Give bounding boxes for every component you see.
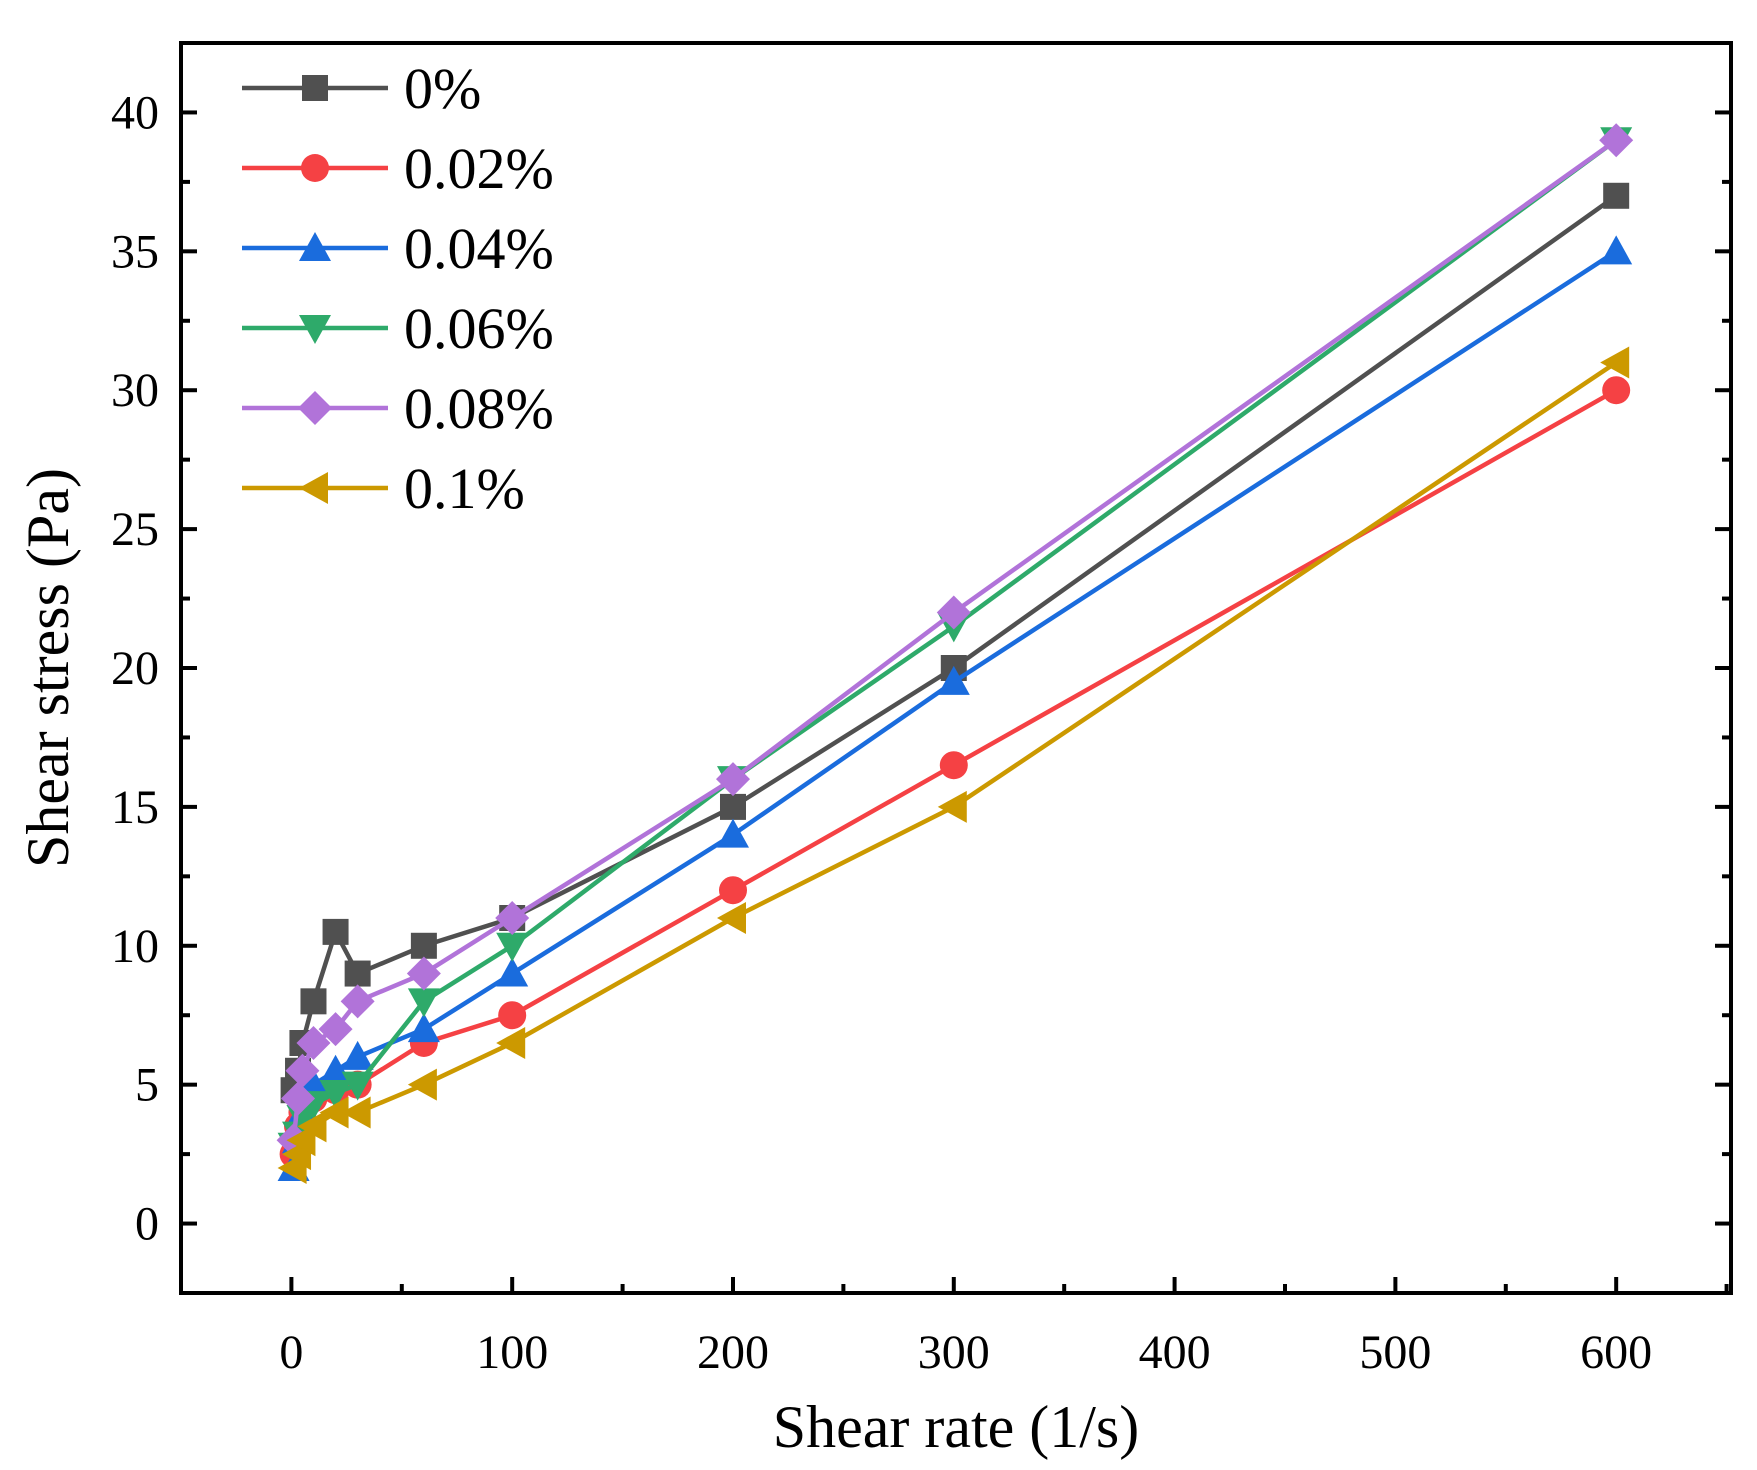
series-0.08%: [276, 123, 1634, 1158]
y-tick-label: 10: [111, 920, 159, 973]
data-point: [407, 1068, 437, 1101]
legend-label: 0.02%: [404, 136, 554, 201]
data-point: [1599, 123, 1634, 158]
y-tick-label: 25: [111, 503, 159, 556]
legend-label: 0.06%: [404, 296, 554, 361]
data-point: [407, 988, 440, 1018]
data-point: [322, 918, 349, 945]
data-point: [318, 1012, 353, 1047]
data-point: [496, 1027, 526, 1059]
data-point: [300, 988, 327, 1015]
data-point: [716, 902, 746, 934]
legend-item: 0.04%: [242, 216, 554, 281]
data-point: [319, 1096, 349, 1129]
legend-label: 0.1%: [404, 456, 525, 521]
data-point: [410, 932, 437, 959]
data-point: [716, 818, 749, 848]
legend-marker: [298, 391, 332, 425]
data-point: [296, 1026, 331, 1060]
legend-item: 0.1%: [242, 456, 525, 521]
x-tick-label: 300: [918, 1326, 990, 1379]
y-tick-label: 35: [111, 225, 159, 278]
y-axis-label: Shear stress (Pa): [15, 468, 81, 868]
legend-marker: [299, 315, 331, 344]
legend-item: 0.08%: [242, 376, 554, 441]
x-tick-label: 0: [279, 1326, 303, 1379]
axes: 0 100 200 300 400 500 600 0 5 10 15 20 25 30 35 40: [111, 86, 1731, 1379]
data-point: [936, 595, 971, 630]
x-tick-label: 200: [697, 1326, 769, 1379]
x-tick-label: 500: [1359, 1326, 1431, 1379]
data-point: [341, 1096, 371, 1129]
data-point: [498, 1001, 527, 1030]
legend-marker: [302, 75, 328, 101]
data-point: [937, 665, 970, 695]
legend-item: 0.02%: [242, 136, 554, 201]
data-point: [1603, 182, 1630, 209]
x-tick-label: 400: [1139, 1326, 1211, 1379]
series-0.06%: [277, 127, 1633, 1162]
data-point: [719, 793, 746, 820]
data-point: [319, 1080, 352, 1109]
legend: 0% 0.02% 0.04% 0.06% 0.08% 0.1%: [242, 56, 554, 521]
y-tick-label: 30: [111, 364, 159, 417]
legend-marker: [299, 232, 331, 261]
x-tick-label: 600: [1580, 1326, 1652, 1379]
legend-marker: [301, 154, 329, 182]
data-point: [341, 1040, 374, 1070]
data-point: [937, 790, 967, 823]
legend-label: 0%: [404, 56, 481, 121]
data-point: [939, 751, 968, 780]
data-point: [495, 901, 530, 935]
data-point: [1600, 235, 1633, 265]
data-point: [319, 1054, 352, 1084]
legend-item: 0.06%: [242, 296, 554, 361]
legend-label: 0.04%: [404, 216, 554, 281]
data-point: [1600, 346, 1630, 379]
data-point: [406, 956, 441, 991]
data-point: [281, 1081, 316, 1116]
y-tick-label: 15: [111, 781, 159, 834]
x-tick-label: 100: [476, 1326, 548, 1379]
data-point: [341, 1071, 374, 1101]
y-tick-label: 0: [135, 1198, 159, 1251]
series-line: [291, 138, 1618, 1147]
y-tick-label: 5: [135, 1059, 159, 1112]
data-point: [407, 1013, 440, 1043]
data-point: [715, 762, 750, 797]
y-tick-label: 20: [111, 642, 159, 695]
data-point: [496, 932, 529, 962]
data-point: [718, 876, 747, 905]
y-tick-label: 40: [111, 86, 159, 139]
legend-item: 0%: [242, 56, 481, 121]
legend-label: 0.08%: [404, 376, 554, 441]
data-point: [344, 960, 371, 987]
data-point: [340, 984, 375, 1019]
series-0.1%: [277, 346, 1630, 1184]
data-point: [297, 1110, 327, 1143]
x-axis-label: Shear rate (1/s): [773, 1394, 1140, 1460]
data-point: [1602, 376, 1631, 405]
plot-marks: [276, 123, 1634, 1184]
legend-marker: [299, 472, 328, 504]
data-point: [285, 1053, 320, 1088]
data-point: [496, 957, 529, 987]
